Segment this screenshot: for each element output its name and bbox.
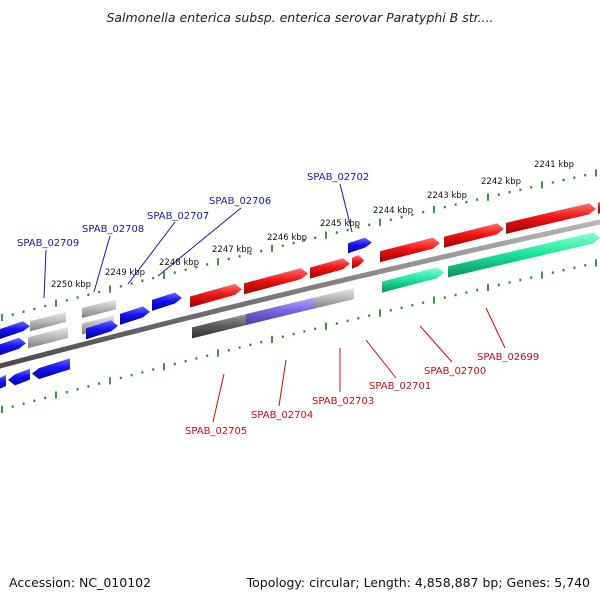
gene-label[interactable]: SPAB_02700 [424,366,486,377]
gene-feature [28,326,68,349]
kbp-label: 2241 kbp [534,160,574,170]
gene-feature [120,306,150,325]
gene-feature [448,232,600,278]
label-leader-lines [43,183,506,423]
gene-feature [8,368,30,386]
kbp-label: 2248 kbp [159,258,199,268]
kbp-label: 2246 kbp [267,233,307,243]
gene-feature [32,358,70,380]
gene-label[interactable]: SPAB_02702 [307,172,369,183]
kbp-label: 2242 kbp [481,177,521,187]
gene-label[interactable]: SPAB_02707 [147,211,209,222]
gene-feature [314,288,354,309]
kbp-label: 2250 kbp [51,280,91,290]
kbp-label: 2247 kbp [212,245,252,255]
gene-feature [352,255,364,269]
kbp-label: 2249 kbp [105,268,145,278]
gene-features [0,202,600,389]
gene-label[interactable]: SPAB_02708 [82,224,144,235]
leader-line [485,307,506,349]
leader-line [339,183,353,233]
gene-feature [192,314,246,339]
gene-label[interactable]: SPAB_02706 [209,196,271,207]
gene-feature [348,237,372,254]
gene-feature [506,203,596,234]
leader-line [157,207,242,277]
gene-feature [190,283,242,308]
backbone-band [0,219,600,369]
gene-feature [82,299,116,318]
gene-label[interactable]: SPAB_02701 [369,381,431,392]
kbp-labels: 2250 kbp 2249 kbp 2248 kbp 2247 kbp 2246… [51,160,574,290]
kbp-tick-track-upper [1,169,597,322]
leader-line [127,221,176,285]
leader-line [419,325,453,363]
leader-line [43,249,47,299]
gene-feature [0,321,30,339]
gene-labels: SPAB_02709 SPAB_02708 SPAB_02707 SPAB_02… [17,172,539,437]
gene-feature [0,337,26,356]
accession-text: Accession: NC_010102 [9,575,152,590]
gene-feature [0,374,6,389]
leader-line [212,373,225,423]
leader-line [365,339,397,379]
kbp-label: 2245 kbp [320,219,360,229]
gene-label[interactable]: SPAB_02703 [312,396,374,407]
leader-line [93,235,111,293]
gene-feature [86,320,118,340]
gene-feature [246,297,314,326]
gene-feature [380,237,440,263]
gene-feature [444,223,504,248]
kbp-label: 2244 kbp [373,206,413,216]
gene-feature [244,268,308,295]
gene-label[interactable]: SPAB_02699 [477,352,539,363]
gene-feature [152,292,182,311]
gene-feature [310,258,350,279]
genome-summary-text: Topology: circular; Length: 4,858,887 bp… [246,575,590,590]
kbp-tick-track-lower [1,259,597,414]
gene-label[interactable]: SPAB_02705 [185,426,247,437]
gene-feature [382,267,444,293]
gene-label[interactable]: SPAB_02709 [17,238,79,249]
kbp-label: 2243 kbp [427,191,467,201]
gene-label[interactable]: SPAB_02704 [251,410,313,421]
genome-backbone [0,219,600,369]
leader-line [278,359,287,407]
map-title: Salmonella enterica subsp. enterica sero… [106,10,494,25]
gene-feature [30,312,66,332]
